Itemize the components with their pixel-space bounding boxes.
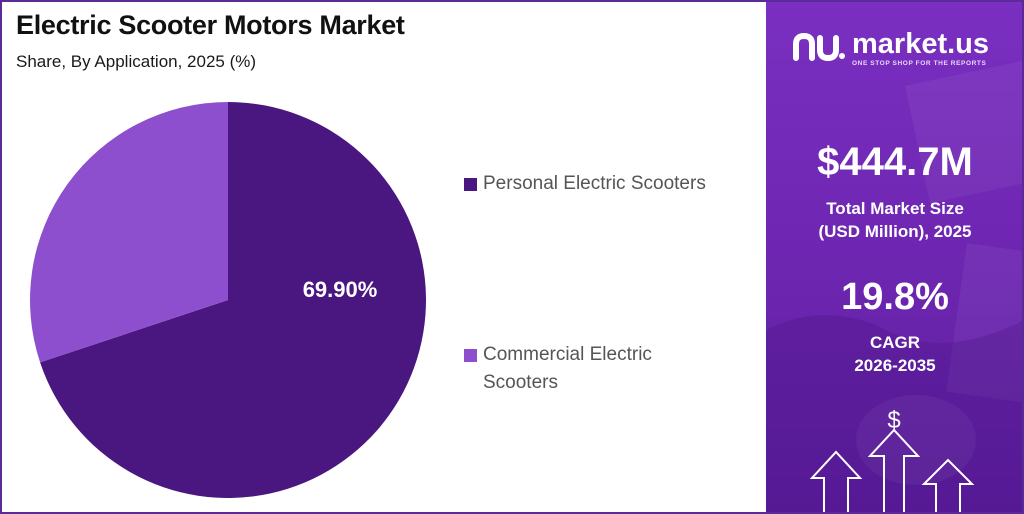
sidebar-background-graphic (766, 56, 1024, 514)
pie-data-label-personal: 69.90% (303, 277, 378, 302)
cagr-label-line1: CAGR (869, 333, 921, 352)
chart-subtitle: Share, By Application, 2025 (%) (16, 52, 257, 71)
market-us-logo-icon (793, 32, 845, 62)
legend-item-personal: Personal Electric Scooters (464, 170, 713, 198)
arrow-up-right-icon (921, 458, 975, 514)
growth-arrows-graphic: $ (809, 407, 975, 514)
legend-swatch-commercial (464, 349, 477, 362)
dollar-symbol: $ (887, 407, 900, 434)
pie-chart: 69.90% (29, 102, 426, 499)
legend-item-commercial: Commercial Electric Scooters (464, 341, 713, 397)
brand-name: market.us (852, 27, 990, 60)
market-size-label-line1: Total Market Size (826, 199, 964, 218)
brand-tagline: ONE STOP SHOP FOR THE REPORTS (852, 59, 987, 67)
market-size-value: $444.7M (817, 140, 973, 184)
legend-label-personal: Personal Electric Scooters (483, 173, 706, 194)
stats-sidebar: market.us ONE STOP SHOP FOR THE REPORTS … (766, 0, 1024, 514)
market-size-label-line2: (USD Million), 2025 (818, 222, 972, 241)
cagr-value: 19.8% (841, 276, 949, 318)
legend-label-commercial: Commercial Electric Scooters (483, 344, 652, 393)
chart-title: Electric Scooter Motors Market (16, 10, 405, 40)
cagr-label-line2: 2026-2035 (854, 356, 936, 375)
legend-swatch-personal (464, 178, 477, 191)
pie-slice-commercial (29, 102, 228, 363)
arrow-up-left-icon (809, 450, 863, 514)
pie-slice-personal (40, 102, 426, 499)
brand-logo-group: market.us ONE STOP SHOP FOR THE REPORTS (792, 28, 989, 68)
arrow-up-center-icon (867, 428, 921, 514)
